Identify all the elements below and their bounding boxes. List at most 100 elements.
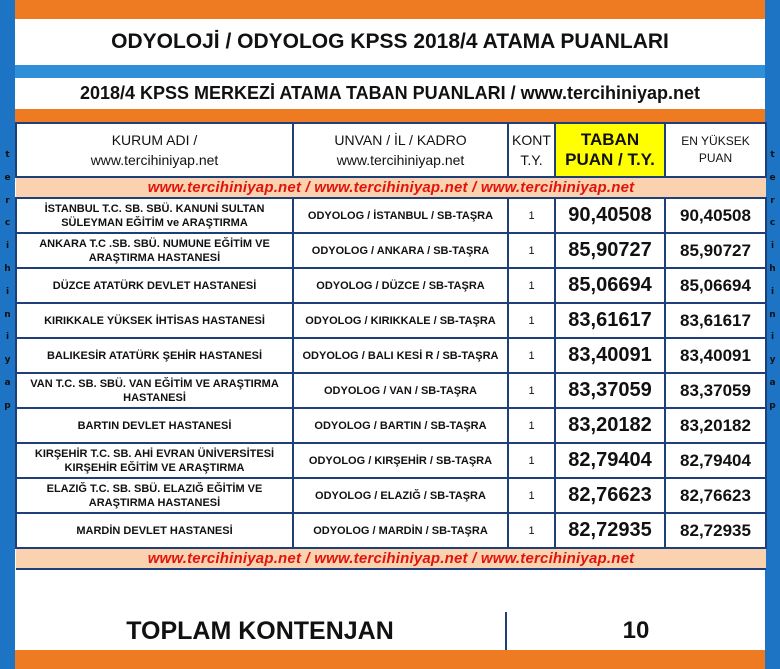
cell-en-yuksek-puan: 82,79404: [664, 442, 767, 479]
side-letter: i: [770, 241, 775, 252]
cell-kurum: VAN T.C. SB. SBÜ. VAN EĞİTİM VE ARAŞTIRM…: [15, 372, 294, 409]
cell-kontenjan: 1: [507, 372, 556, 409]
side-letter: e: [769, 172, 776, 183]
web-banner-row-bottom: www.tercihiniyap.net / www.tercihiniyap.…: [16, 547, 766, 570]
web-banner-text: www.tercihiniyap.net / www.tercihiniyap.…: [147, 549, 635, 567]
cell-unvan: ODYOLOG / DÜZCE / SB-TAŞRA: [292, 267, 509, 304]
cell-en-yuksek-puan: 85,90727: [664, 232, 767, 269]
cell-unvan: ODYOLOG / KIRIKKALE / SB-TAŞRA: [292, 302, 509, 339]
cell-kontenjan: 1: [507, 477, 556, 514]
cell-taban-puan: 83,20182: [554, 407, 666, 444]
total-separator: [505, 612, 507, 650]
bottom-orange-bar: [15, 650, 765, 669]
side-letter: i: [5, 286, 10, 297]
side-letter: i: [5, 241, 10, 252]
cell-en-yuksek-puan: 82,76623: [664, 477, 767, 514]
cell-en-yuksek-puan: 83,20182: [664, 407, 767, 444]
cell-kontenjan: 1: [507, 302, 556, 339]
cell-unvan: ODYOLOG / KIRŞEHİR / SB-TAŞRA: [292, 442, 509, 479]
table-row: İSTANBUL T.C. SB. SBÜ. KANUNİ SULTAN SÜL…: [15, 197, 767, 234]
cell-taban-puan: 83,61617: [554, 302, 666, 339]
side-letter: r: [770, 195, 775, 206]
side-letter: y: [769, 355, 776, 366]
cell-en-yuksek-puan: 83,61617: [664, 302, 767, 339]
cell-taban-puan: 82,79404: [554, 442, 666, 479]
web-banner-row-top: www.tercihiniyap.net / www.tercihiniyap.…: [16, 176, 766, 199]
cell-kurum: BALIKESİR ATATÜRK ŞEHİR HASTANESİ: [15, 337, 294, 374]
header-kurum: KURUM ADI / www.tercihiniyap.net: [15, 122, 294, 178]
cell-kontenjan: 1: [507, 267, 556, 304]
cell-kurum: DÜZCE ATATÜRK DEVLET HASTANESİ: [15, 267, 294, 304]
cell-kontenjan: 1: [507, 442, 556, 479]
cell-taban-puan: 83,40091: [554, 337, 666, 374]
header-taban-puan: TABAN PUAN / T.Y.: [554, 122, 666, 178]
cell-en-yuksek-puan: 83,40091: [664, 337, 767, 374]
web-banner-text: www.tercihiniyap.net / www.tercihiniyap.…: [147, 178, 635, 196]
cell-unvan: ODYOLOG / ELAZIĞ / SB-TAŞRA: [292, 477, 509, 514]
side-letter: i: [770, 286, 775, 297]
web-banner-top: www.tercihiniyap.net / www.tercihiniyap.…: [16, 176, 766, 199]
side-letter: r: [5, 195, 10, 206]
cell-en-yuksek-puan: 83,37059: [664, 372, 767, 409]
table-row: BALIKESİR ATATÜRK ŞEHİR HASTANESİ ODYOLOG…: [15, 337, 767, 374]
orange-divider: [15, 109, 765, 122]
side-letter: t: [770, 150, 775, 160]
top-orange-bar: [15, 0, 765, 19]
cell-kurum: İSTANBUL T.C. SB. SBÜ. KANUNİ SULTAN SÜL…: [15, 197, 294, 234]
table-row: VAN T.C. SB. SBÜ. VAN EĞİTİM VE ARAŞTIRM…: [15, 372, 767, 409]
cell-taban-puan: 85,90727: [554, 232, 666, 269]
content-area: ODYOLOJİ / ODYOLOG KPSS 2018/4 ATAMA PUA…: [15, 0, 767, 669]
cell-en-yuksek-puan: 90,40508: [664, 197, 767, 234]
cell-kurum: KIRŞEHİR T.C. SB. AHİ EVRAN ÜNİVERSİTESİ…: [15, 442, 294, 479]
cell-unvan: ODYOLOG / ANKARA / SB-TAŞRA: [292, 232, 509, 269]
cell-kontenjan: 1: [507, 197, 556, 234]
cell-kontenjan: 1: [507, 337, 556, 374]
cell-kurum: ELAZIĞ T.C. SB. SBÜ. ELAZIĞ EĞİTİM VE AR…: [15, 477, 294, 514]
table-row: MARDİN DEVLET HASTANESİ ODYOLOG / MARDİN …: [15, 512, 767, 549]
cell-kurum: ANKARA T.C .SB. SBÜ. NUMUNE EĞİTİM VE AR…: [15, 232, 294, 269]
table-row: ANKARA T.C .SB. SBÜ. NUMUNE EĞİTİM VE AR…: [15, 232, 767, 269]
side-letter: c: [4, 218, 11, 229]
side-letter: i: [5, 332, 10, 343]
side-letter: a: [4, 377, 11, 388]
side-letter: a: [769, 377, 776, 388]
side-letter: e: [4, 172, 11, 183]
side-letter: y: [4, 355, 11, 366]
total-value: 10: [622, 617, 650, 644]
table-row: KIRŞEHİR T.C. SB. AHİ EVRAN ÜNİVERSİTESİ…: [15, 442, 767, 479]
cell-unvan: ODYOLOG / BALI KESİ R / SB-TAŞRA: [292, 337, 509, 374]
cell-taban-puan: 82,76623: [554, 477, 666, 514]
cell-kurum: BARTIN DEVLET HASTANESİ: [15, 407, 294, 444]
side-letter: i: [770, 332, 775, 343]
cell-unvan: ODYOLOG / VAN / SB-TAŞRA: [292, 372, 509, 409]
cell-taban-puan: 85,06694: [554, 267, 666, 304]
cell-unvan: ODYOLOG / MARDİN / SB-TAŞRA: [292, 512, 509, 549]
web-banner-bottom: www.tercihiniyap.net / www.tercihiniyap.…: [16, 547, 766, 570]
blue-divider: [15, 65, 765, 78]
header-kontenjan: KONT T.Y.: [507, 122, 556, 178]
score-table: KURUM ADI / www.tercihiniyap.net UNVAN / …: [15, 122, 767, 570]
cell-taban-puan: 83,37059: [554, 372, 666, 409]
cell-kurum: MARDİN DEVLET HASTANESİ: [15, 512, 294, 549]
cell-kontenjan: 1: [507, 232, 556, 269]
table-header-row: KURUM ADI / www.tercihiniyap.net UNVAN / …: [15, 122, 767, 178]
page-title: ODYOLOJİ / ODYOLOG KPSS 2018/4 ATAMA PUA…: [111, 30, 669, 53]
side-letter: p: [4, 400, 11, 411]
side-letter: h: [769, 263, 776, 274]
cell-kontenjan: 1: [507, 512, 556, 549]
table-row: DÜZCE ATATÜRK DEVLET HASTANESİ ODYOLOG / …: [15, 267, 767, 304]
cell-unvan: ODYOLOG / BARTIN / SB-TAŞRA: [292, 407, 509, 444]
header-en-yuksek-puan: EN YÜKSEK PUAN: [664, 122, 767, 178]
cell-en-yuksek-puan: 82,72935: [664, 512, 767, 549]
cell-taban-puan: 90,40508: [554, 197, 666, 234]
side-letter: p: [769, 400, 776, 411]
total-row: TOPLAM KONTENJAN 10: [15, 612, 765, 650]
side-letter: n: [769, 309, 776, 320]
side-letter: n: [4, 309, 11, 320]
side-letter: c: [769, 218, 776, 229]
